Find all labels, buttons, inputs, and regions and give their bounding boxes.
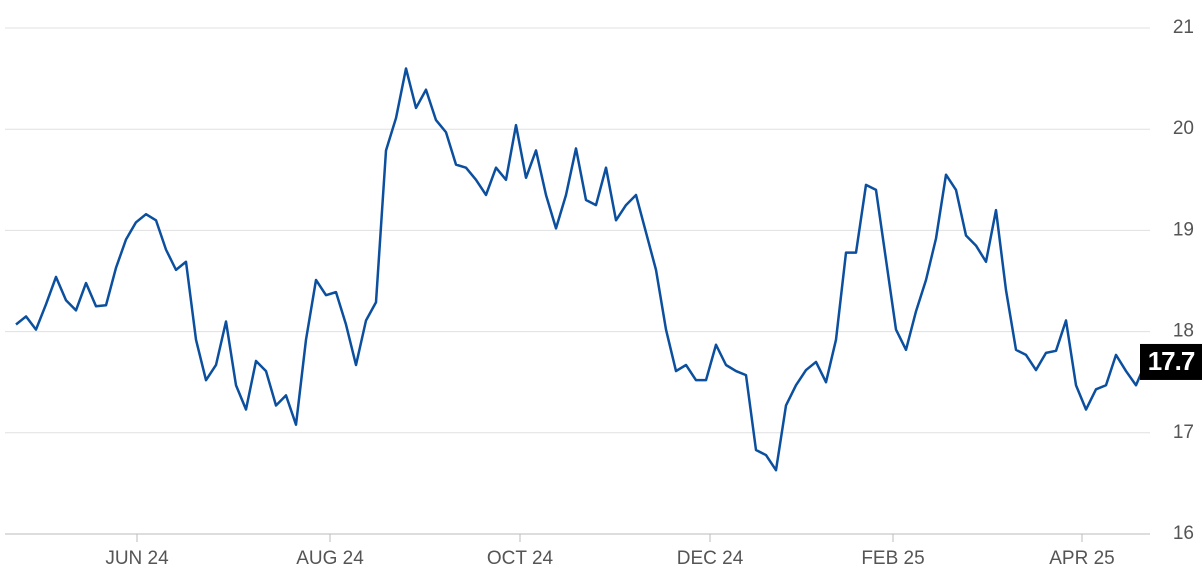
y-tick-label: 19 <box>1173 219 1194 240</box>
y-tick-label: 16 <box>1173 523 1194 544</box>
y-tick-label: 17 <box>1173 422 1194 443</box>
price-line <box>15 67 1148 472</box>
current-value-box <box>1140 343 1202 380</box>
current-value-label: 17.7 <box>1148 346 1195 376</box>
x-tick-label: APR 25 <box>1049 548 1114 569</box>
y-tick-label: 20 <box>1173 118 1194 139</box>
y-tick-label: 21 <box>1173 17 1194 38</box>
y-tick-label: 18 <box>1173 321 1194 342</box>
x-tick-label: FEB 25 <box>861 548 924 569</box>
x-tick-label: JUN 24 <box>105 548 169 569</box>
x-tick-label: DEC 24 <box>677 548 744 569</box>
x-tick-label: OCT 24 <box>487 548 554 569</box>
x-tick-label: AUG 24 <box>296 548 364 569</box>
